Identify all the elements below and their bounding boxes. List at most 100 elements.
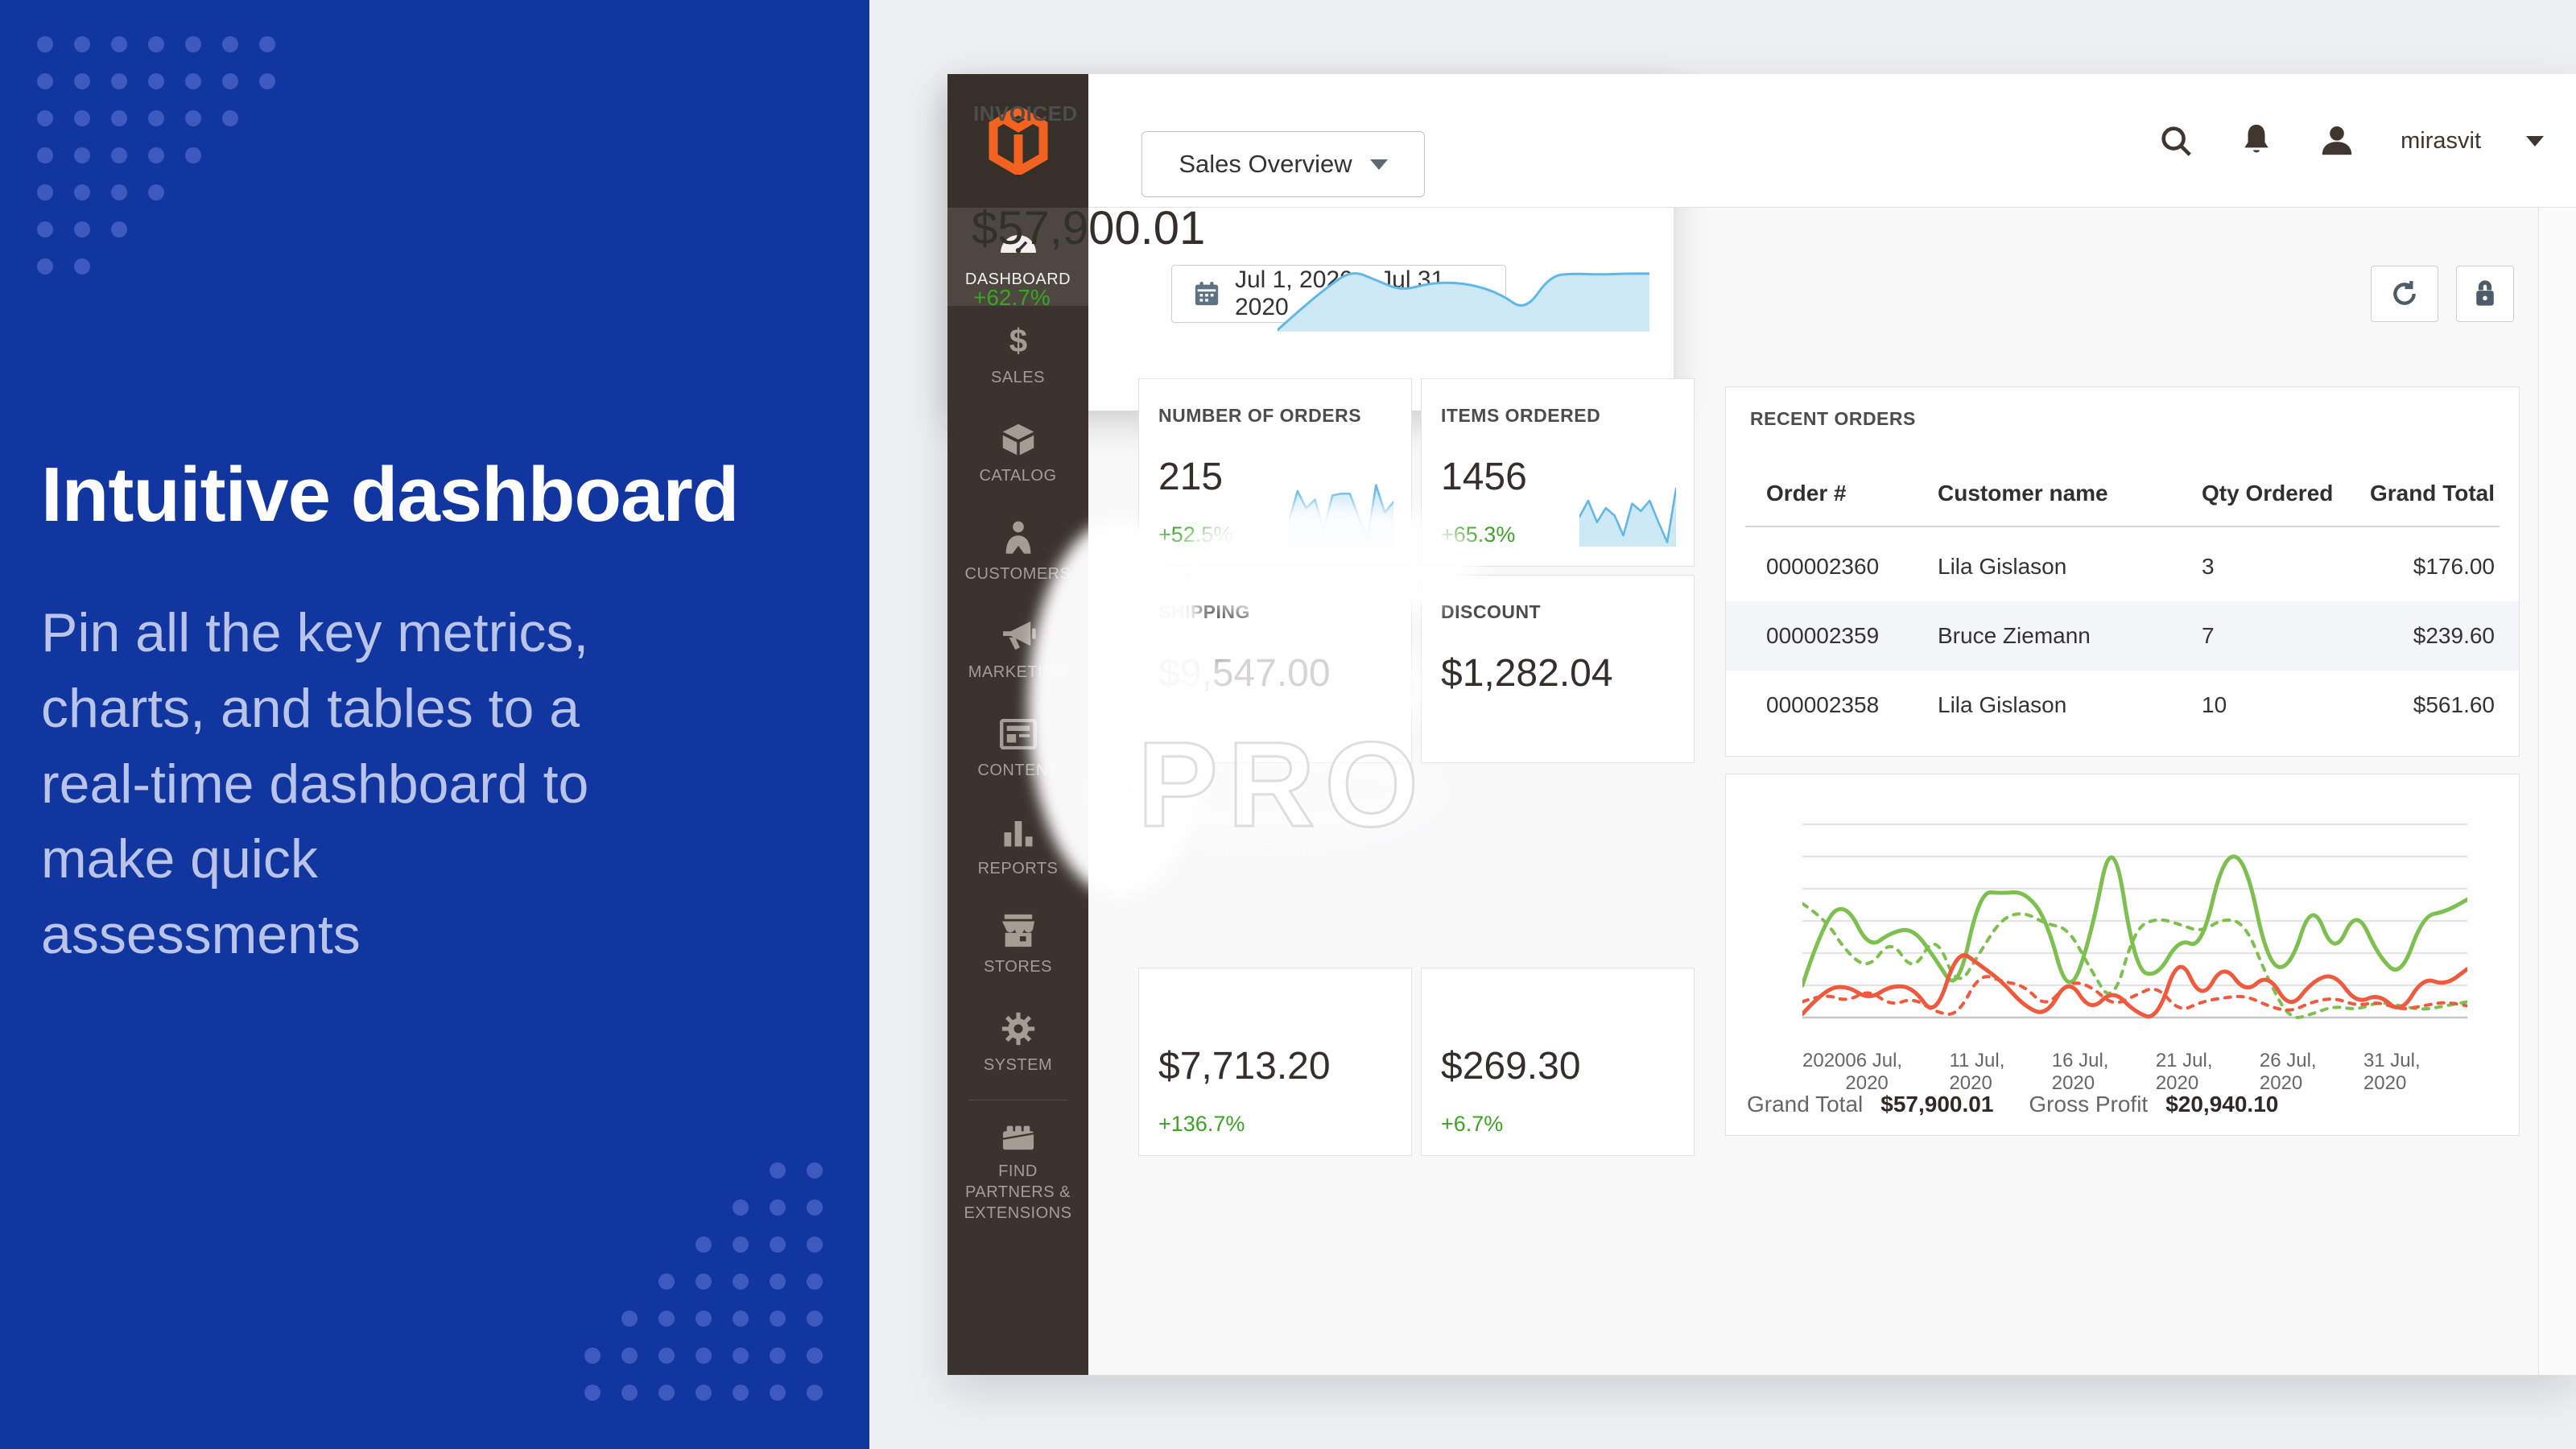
dot (259, 73, 275, 89)
marketing-icon (1000, 617, 1037, 654)
sidebar-item-catalog[interactable]: CATALOG (947, 404, 1088, 502)
dot (148, 73, 164, 89)
dot (584, 1348, 601, 1364)
card-partial-1: $7,713.20 +136.7% (1138, 968, 1412, 1156)
sidebar-item-content[interactable]: CONTENT (947, 699, 1088, 797)
user-menu-chevron-icon[interactable] (2526, 135, 2544, 147)
dot (696, 1236, 712, 1253)
sidebar-item-sales[interactable]: $ SALES (947, 306, 1088, 404)
sidebar-item-label: CONTENT (977, 761, 1059, 779)
dot (658, 1348, 675, 1364)
orders-sparkline (1289, 484, 1393, 547)
sidebar-item-customers[interactable]: CUSTOMERS (947, 502, 1088, 601)
cell: Bruce Ziemann (1938, 623, 2091, 648)
dot (185, 110, 201, 126)
card-title: INVOICED (973, 101, 1078, 126)
sidebar-item-marketing[interactable]: MARKETING (947, 601, 1088, 699)
dot (185, 147, 201, 163)
avatar[interactable] (2318, 122, 2355, 159)
dot (770, 1236, 786, 1253)
view-selector-label: Sales Overview (1179, 150, 1352, 178)
dot (74, 184, 90, 200)
card-delta: +62.7% (973, 285, 1051, 310)
admin-window: DASHBOARD $ SALES CATALOG CUSTOMERS MARKETING… (947, 74, 2576, 1375)
magento-logo[interactable] (947, 74, 1088, 208)
scroll-gutter[interactable] (2538, 208, 2576, 1375)
sidebar-item-reports[interactable]: REPORTS (947, 797, 1088, 895)
dot (74, 110, 90, 126)
dot (37, 147, 53, 163)
refresh-button[interactable] (2371, 266, 2438, 322)
card-title: DISCOUNT (1441, 601, 1542, 622)
topbar: Sales Overview (1088, 74, 2576, 208)
dot (733, 1311, 749, 1327)
dot (222, 110, 238, 126)
dot (807, 1385, 823, 1401)
x-tick-label: 31 Jul, 2020 (2363, 1050, 2421, 1094)
x-tick-label: 16 Jul, 2020 (2051, 1050, 2109, 1094)
search-icon[interactable] (2157, 122, 2194, 159)
sales-line-chart (1802, 824, 2467, 1019)
sidebar-item-dashboard[interactable]: DASHBOARD (947, 208, 1088, 306)
sidebar-item-find-partners-extensions[interactable]: FIND PARTNERS & EXTENSIONS (947, 1108, 1088, 1232)
chevron-down-icon (1369, 159, 1388, 170)
panel-body-line: assessments (41, 904, 361, 966)
x-tick-label: 06 Jul, 2020 (1845, 1050, 1903, 1094)
chart-x-axis-labels: 2020 06 Jul, 2020 11 Jul, 2020 16 Jul, 2020… (1802, 1050, 2467, 1095)
dot (770, 1348, 786, 1364)
dot (111, 36, 127, 52)
card-value: $9,547.00 (1158, 652, 1331, 695)
dot (74, 147, 90, 163)
sidebar-item-label: SALES (991, 368, 1045, 386)
dot (222, 73, 238, 89)
card-title: SHIPPING (1158, 601, 1250, 622)
username[interactable]: mirasvit (2401, 127, 2481, 154)
table-row[interactable]: 000002359 Bruce Ziemann 7 $239.60 (1726, 601, 2519, 671)
panel-body-line: make quick (41, 828, 318, 890)
dot (770, 1199, 786, 1216)
dot (696, 1385, 712, 1401)
cell: 000002360 (1766, 554, 1880, 579)
notifications-bell-icon[interactable] (2240, 122, 2273, 159)
dot (148, 147, 164, 163)
cell: 000002358 (1766, 692, 1880, 717)
col-grand-total: Grand Total (2369, 481, 2495, 506)
items-sparkline (1579, 487, 1676, 547)
card-partial-2: $269.30 +6.7% (1421, 968, 1695, 1156)
dot (111, 73, 127, 89)
table-row[interactable]: 000002360 Lila Gislason 3 $176.00 (1726, 532, 2519, 601)
sales-chart-card: 2020 06 Jul, 2020 11 Jul, 2020 16 Jul, 2020… (1725, 774, 2520, 1136)
sidebar-item-system[interactable]: SYSTEM (947, 993, 1088, 1092)
dot (807, 1236, 823, 1253)
card-discount: DISCOUNT $1,282.04 (1421, 575, 1695, 763)
table-row[interactable]: 000002358 Lila Gislason 10 $561.60 (1726, 671, 2519, 740)
card-title: ITEMS ORDERED (1441, 405, 1601, 426)
card-value: $1,282.04 (1441, 652, 1613, 695)
x-tick-label: 2020 (1802, 1050, 1846, 1071)
dot (807, 1348, 823, 1364)
dot (74, 36, 90, 52)
sidebar-item-label: CUSTOMERS (964, 564, 1071, 583)
sidebar-item-label: FIND PARTNERS & EXTENSIONS (964, 1162, 1072, 1222)
dot (148, 110, 164, 126)
dot (770, 1274, 786, 1290)
card-value: $269.30 (1441, 1045, 1581, 1088)
dot (74, 221, 90, 237)
cell: 000002359 (1766, 623, 1880, 648)
dot (658, 1385, 675, 1401)
dot (259, 36, 275, 52)
card-value: $7,713.20 (1158, 1045, 1331, 1088)
view-selector-button[interactable]: Sales Overview (1141, 131, 1425, 197)
dot (185, 73, 201, 89)
sidebar-item-stores[interactable]: STORES (947, 895, 1088, 993)
dot (733, 1236, 749, 1253)
panel-heading: Intuitive dashboard (41, 452, 739, 538)
x-tick-label: 26 Jul, 2020 (2259, 1050, 2317, 1094)
sidebar: DASHBOARD $ SALES CATALOG CUSTOMERS MARKETING… (947, 74, 1088, 1375)
dot (185, 36, 201, 52)
sidebar-item-label: MARKETING (968, 663, 1068, 681)
dot (584, 1385, 601, 1401)
dot (770, 1385, 786, 1401)
lock-button[interactable] (2456, 266, 2514, 322)
